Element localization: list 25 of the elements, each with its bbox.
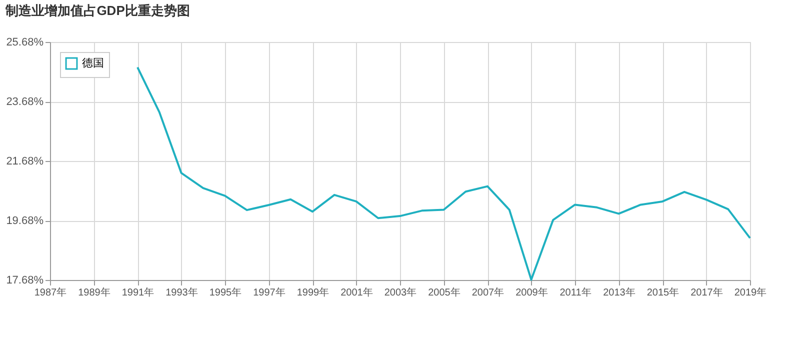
x-tick-label: 1995年 <box>209 286 242 298</box>
x-tick-label: 1993年 <box>166 286 198 298</box>
x-tick-label: 1987年 <box>34 286 67 298</box>
legend-label: 德国 <box>82 58 104 70</box>
y-tick-label: 25.68% <box>6 36 44 48</box>
x-tick-label: 2013年 <box>603 286 636 298</box>
x-tick-label: 2015年 <box>646 286 680 298</box>
y-tick-label: 17.68% <box>6 274 44 286</box>
y-tick-label: 21.68% <box>6 156 44 168</box>
x-tick-label: 2005年 <box>428 286 460 298</box>
x-tick-label: 2009年 <box>516 286 548 298</box>
line-series <box>136 66 751 281</box>
x-tick-label: 2001年 <box>340 286 373 298</box>
x-tick-label: 1991年 <box>122 286 154 298</box>
x-tick-label: 2017年 <box>690 286 723 298</box>
y-tick-label: 19.68% <box>6 215 44 227</box>
y-tick-label: 23.68% <box>6 96 44 108</box>
x-tick-label: 1997年 <box>253 286 286 298</box>
chart-title: 制造业增加值占GDP比重走势图 <box>4 3 190 18</box>
x-tick-label: 2019年 <box>734 286 767 298</box>
x-tick-label: 1999年 <box>296 286 330 298</box>
x-tick-label: 2007年 <box>472 286 504 298</box>
x-tick-label: 2003年 <box>384 286 417 298</box>
x-tick-label: 1989年 <box>78 286 110 298</box>
x-tick-label: 2011年 <box>560 286 592 298</box>
